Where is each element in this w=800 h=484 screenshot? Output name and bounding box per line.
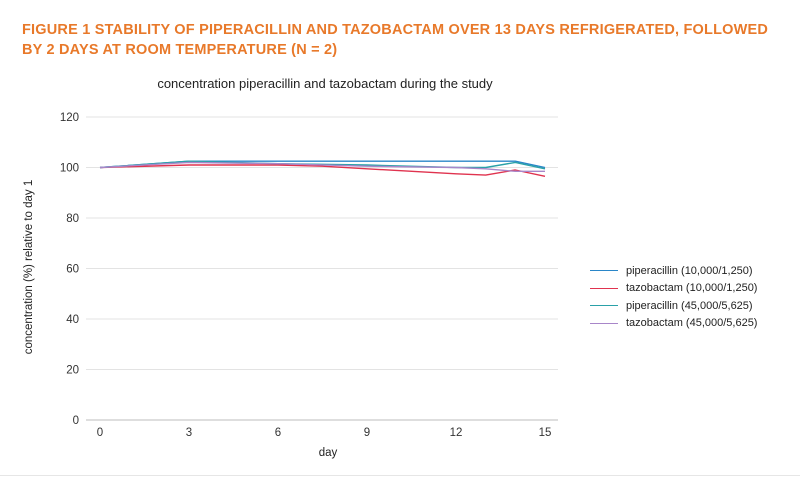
x-tick-labels: 0 3 6 9 12 15 <box>97 427 552 439</box>
y-tick-labels: 0 20 40 60 80 100 120 <box>60 112 79 427</box>
y-tick-label: 60 <box>66 264 79 276</box>
legend-label: piperacillin (45,000/5,625) <box>626 299 753 312</box>
y-tick-label: 20 <box>66 365 79 377</box>
legend-item: piperacillin (45,000/5,625) <box>590 297 757 315</box>
chart-title: concentration piperacillin and tazobacta… <box>157 76 493 91</box>
y-tick-label: 80 <box>66 213 79 225</box>
legend-item: piperacillin (10,000/1,250) <box>590 262 757 280</box>
series-line-4 <box>99 161 545 173</box>
x-axis-label: day <box>319 447 338 459</box>
bottom-divider <box>0 475 800 476</box>
legend-swatch <box>590 287 618 289</box>
y-tick-label: 120 <box>60 112 79 124</box>
series-line-2 <box>99 164 546 177</box>
x-tick-label: 15 <box>539 427 552 439</box>
legend-label: piperacillin (10,000/1,250) <box>626 264 753 277</box>
y-tick-label: 100 <box>60 163 79 175</box>
figure-title: FIGURE 1 STABILITY OF PIPERACILLIN AND T… <box>22 22 769 58</box>
y-axis-label: concentration (%) relative to day 1 <box>23 180 35 355</box>
legend: piperacillin (10,000/1,250) tazobactam (1… <box>590 262 757 332</box>
x-tick-label: 12 <box>450 427 463 439</box>
legend-swatch <box>590 270 618 272</box>
y-tick-label: 0 <box>73 415 79 427</box>
grid-lines <box>86 116 558 421</box>
legend-label: tazobactam (45,000/5,625) <box>626 317 758 330</box>
x-tick-label: 0 <box>97 427 103 439</box>
legend-swatch <box>590 305 618 307</box>
legend-item: tazobactam (45,000/5,625) <box>590 315 757 333</box>
legend-swatch <box>590 322 618 324</box>
x-tick-label: 3 <box>186 427 192 439</box>
series-lines <box>99 160 546 177</box>
legend-label: tazobactam (10,000/1,250) <box>626 282 758 295</box>
y-tick-label: 40 <box>66 314 79 326</box>
x-tick-label: 6 <box>275 427 281 439</box>
x-tick-label: 9 <box>364 427 370 439</box>
legend-item: tazobactam (10,000/1,250) <box>590 280 757 298</box>
